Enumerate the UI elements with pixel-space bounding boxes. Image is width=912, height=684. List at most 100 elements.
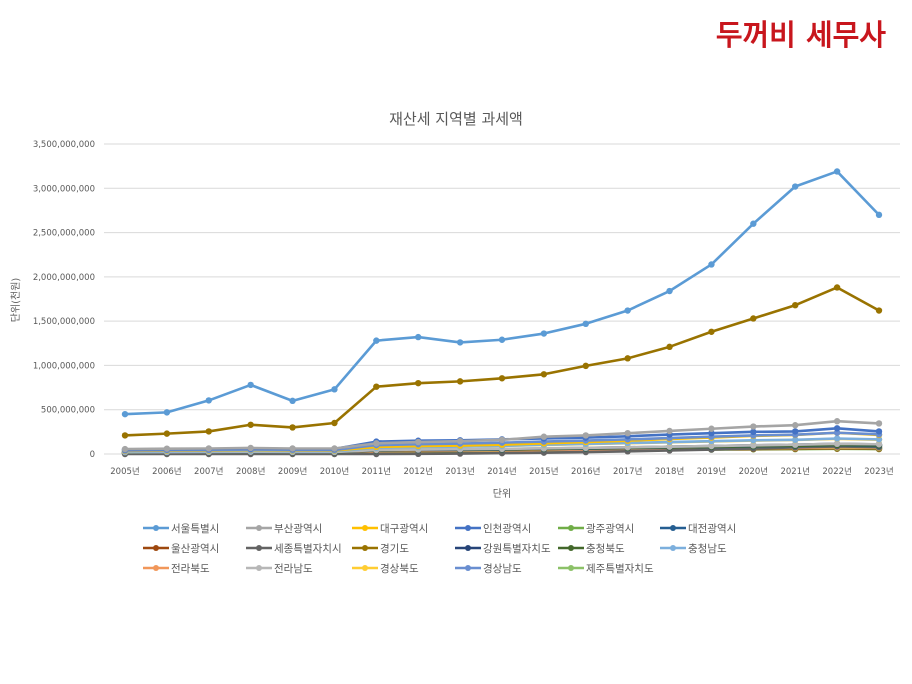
data-point <box>750 423 757 430</box>
series-부산광역시 <box>121 418 883 453</box>
x-tick-label: 2011년 <box>362 466 391 477</box>
legend-item[interactable]: 충청남도 <box>660 543 727 555</box>
legend-label: 울산광역시 <box>171 543 219 555</box>
x-tick-label: 2009년 <box>278 466 307 477</box>
x-tick-label: 2006년 <box>152 466 181 477</box>
y-tick-label: 2,500,000,000 <box>33 229 95 239</box>
legend-swatch-marker <box>153 525 159 531</box>
legend-label: 광주광역시 <box>586 523 634 535</box>
x-tick-label: 2013년 <box>445 466 474 477</box>
x-tick-label: 2012년 <box>403 466 432 477</box>
y-tick-label: 500,000,000 <box>41 406 95 416</box>
series-서울특별시 <box>121 168 883 418</box>
data-point <box>708 328 715 335</box>
legend-swatch-marker <box>362 565 368 571</box>
legend-label: 전라북도 <box>171 563 210 575</box>
legend-item[interactable]: 서울특별시 <box>143 523 219 535</box>
legend-item[interactable]: 대전광역시 <box>660 523 736 535</box>
data-point <box>666 427 673 435</box>
legend-label: 충청북도 <box>586 543 625 555</box>
legend-swatch-marker <box>153 565 159 571</box>
legend-item[interactable]: 경기도 <box>352 542 409 555</box>
y-tick-label: 0 <box>90 450 95 460</box>
chart-title: 재산세 지역별 과세액 <box>389 110 523 128</box>
legend-item[interactable]: 부산광역시 <box>246 523 322 535</box>
legend-item[interactable]: 울산광역시 <box>143 543 219 555</box>
legend-label: 대전광역시 <box>688 523 736 535</box>
data-point <box>247 421 254 428</box>
data-point <box>498 336 506 343</box>
legend-swatch-marker <box>465 545 471 551</box>
data-point <box>833 435 841 442</box>
legend-item[interactable]: 경상북도 <box>352 562 419 575</box>
x-tick-label: 2007년 <box>194 466 223 477</box>
legend-item[interactable]: 강원특별자치도 <box>455 543 551 555</box>
legend-item[interactable]: 전라북도 <box>143 563 210 575</box>
data-point <box>331 419 338 427</box>
gridlines <box>104 143 900 455</box>
y-tick-label: 2,000,000,000 <box>33 273 95 283</box>
legend-item[interactable]: 인천광역시 <box>455 523 531 535</box>
legend-item[interactable]: 경상남도 <box>455 562 522 575</box>
data-point <box>456 437 464 445</box>
data-point <box>875 211 883 219</box>
data-point <box>624 307 631 314</box>
data-point <box>456 339 464 346</box>
x-tick-label: 2019년 <box>697 466 726 477</box>
legend-swatch-marker <box>568 565 574 571</box>
data-point <box>121 445 129 453</box>
data-point <box>498 436 506 444</box>
legend-label: 충청남도 <box>688 543 727 555</box>
data-point <box>163 430 171 437</box>
data-point <box>289 397 296 405</box>
legend-swatch-marker <box>465 525 471 531</box>
data-point <box>247 381 254 389</box>
data-point <box>121 432 129 439</box>
x-tick-label: 2014년 <box>487 466 516 477</box>
data-point <box>833 168 841 175</box>
legend-swatch-marker <box>568 525 574 531</box>
data-point <box>456 378 464 385</box>
data-point <box>792 441 799 448</box>
data-point <box>163 409 171 416</box>
legend-item[interactable]: 광주광역시 <box>558 523 634 535</box>
data-point <box>289 424 296 431</box>
x-tick-label: 2018년 <box>655 466 684 477</box>
x-tick-label: 2005년 <box>110 466 139 477</box>
legend-label: 경상북도 <box>380 562 419 575</box>
data-point <box>833 284 841 291</box>
data-point <box>205 445 212 452</box>
x-tick-label: 2010년 <box>320 466 349 477</box>
data-point <box>540 330 548 337</box>
y-tick-label: 3,500,000,000 <box>33 140 95 150</box>
data-point <box>540 433 548 440</box>
legend-item[interactable]: 전라남도 <box>246 563 313 575</box>
data-point <box>373 383 380 390</box>
data-point <box>708 425 715 432</box>
legend-swatch-marker <box>256 525 262 531</box>
legend-item[interactable]: 충청북도 <box>558 543 625 555</box>
y-tick-label: 3,000,000,000 <box>33 184 95 194</box>
data-point <box>415 333 422 341</box>
data-point <box>792 302 799 309</box>
x-axis-label: 단위 <box>493 487 511 500</box>
data-point <box>331 386 338 393</box>
series-line <box>124 286 880 437</box>
legend-item[interactable]: 대구광역시 <box>352 523 428 535</box>
data-point <box>582 320 589 327</box>
data-point <box>875 420 883 427</box>
y-tick-label: 1,000,000,000 <box>33 361 95 371</box>
legend-label: 대구광역시 <box>380 523 428 535</box>
data-point <box>666 287 673 295</box>
legend-label: 전라남도 <box>274 563 313 575</box>
legend-swatch-marker <box>256 565 262 571</box>
data-point <box>833 425 841 432</box>
x-tick-label: 2015년 <box>529 466 558 477</box>
legend-item[interactable]: 세종특별자치시 <box>246 543 342 555</box>
data-point <box>792 422 799 429</box>
data-point <box>875 428 883 435</box>
x-tick-label: 2008년 <box>236 466 265 477</box>
legend-item[interactable]: 제주특별자치도 <box>558 563 654 575</box>
data-point <box>750 428 757 436</box>
